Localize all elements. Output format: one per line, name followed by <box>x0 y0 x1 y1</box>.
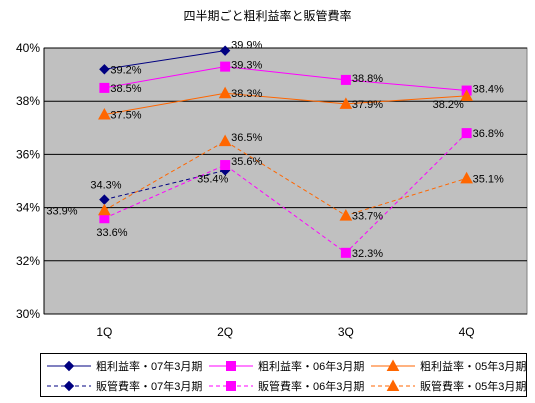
data-point <box>461 128 472 139</box>
data-point <box>218 86 232 99</box>
data-label: 33.6% <box>96 227 127 239</box>
plot-area: 30% 32% 34% 36% 38% 40% 1Q 2Q 3Q 4Q 39.2% 39.9% 38.5… <box>16 40 528 339</box>
line-chart: 30% 32% 34% 36% 38% 40% 1Q 2Q 3Q 4Q 39.2% 39.9% 38.5… <box>16 40 528 339</box>
data-label: 32.3% <box>352 248 383 260</box>
y-tick-label: 36% <box>16 147 40 161</box>
legend-label: 販管費率・06年3月期 <box>258 381 365 393</box>
data-label: 38.4% <box>473 84 504 96</box>
y-tick-label: 38% <box>16 94 40 108</box>
data-label: 38.3% <box>231 88 262 100</box>
y-tick-label: 40% <box>16 41 40 55</box>
y-tick-label: 30% <box>16 307 40 321</box>
data-label: 37.5% <box>110 110 141 122</box>
data-point <box>99 82 110 93</box>
legend-swatch <box>209 361 253 371</box>
data-point <box>99 64 110 75</box>
legend-label: 販管費率・07年3月期 <box>96 381 203 393</box>
data-point <box>98 107 111 120</box>
legend-swatch <box>209 381 253 391</box>
data-label: 35.1% <box>473 173 504 185</box>
plot-background <box>43 47 528 315</box>
legend-swatch <box>371 359 415 371</box>
data-label: 36.5% <box>231 132 262 144</box>
y-tick-label: 34% <box>16 201 40 215</box>
data-point <box>339 97 353 109</box>
series-line-5 <box>104 132 467 254</box>
legend-item: 粗利益率・06年3月期 <box>207 357 364 375</box>
data-label: 33.9% <box>46 205 77 217</box>
data-point <box>460 171 473 184</box>
y-tick-label: 32% <box>16 254 40 268</box>
data-point <box>219 45 231 56</box>
data-label: 34.3% <box>90 180 121 192</box>
data-label: 38.2% <box>433 99 464 111</box>
series-line-2 <box>104 66 467 92</box>
data-label: 39.3% <box>231 60 262 72</box>
data-point <box>218 134 232 147</box>
data-label: 38.8% <box>352 73 383 85</box>
data-label: 39.2% <box>110 64 141 76</box>
legend-label: 粗利益率・07年3月期 <box>96 361 203 373</box>
data-point <box>220 160 231 171</box>
legend-swatch <box>47 380 91 392</box>
data-label: 35.4% <box>197 173 228 185</box>
legend-item: 粗利益率・07年3月期 <box>45 357 202 375</box>
x-tick-label: 1Q <box>96 325 112 339</box>
x-tick-label: 2Q <box>217 325 233 339</box>
data-point <box>460 89 473 101</box>
series-line-1 <box>104 50 226 70</box>
legend-swatch <box>47 360 91 372</box>
data-label: 37.9% <box>352 99 383 111</box>
x-tick-label: 4Q <box>459 325 475 339</box>
legend-swatch <box>371 379 415 391</box>
data-point <box>339 209 353 221</box>
legend-label: 粗利益率・06年3月期 <box>258 361 365 373</box>
chart-legend: 粗利益率・07年3月期 粗利益率・06年3月期 粗利益率・05年3月期販管費率・07… <box>40 353 527 397</box>
data-point <box>340 74 351 85</box>
data-point <box>220 61 231 72</box>
data-label: 39.9% <box>231 40 262 52</box>
data-label: 33.7% <box>352 211 383 223</box>
legend-item: 販管費率・05年3月期 <box>369 377 526 395</box>
x-tick-label: 3Q <box>338 325 354 339</box>
series-line-6 <box>104 140 467 217</box>
data-point <box>98 203 111 216</box>
data-point <box>340 247 351 258</box>
data-label: 35.6% <box>231 156 262 168</box>
data-label: 36.8% <box>473 128 504 140</box>
legend-item: 販管費率・07年3月期 <box>45 377 202 395</box>
series-line-3 <box>104 92 467 115</box>
chart-title: 四半期ごと粗利益率と販管費率 <box>183 9 352 23</box>
data-label: 38.5% <box>110 83 141 95</box>
legend-label: 販管費率・05年3月期 <box>420 381 527 393</box>
legend-item: 粗利益率・05年3月期 <box>369 357 526 375</box>
legend-label: 粗利益率・05年3月期 <box>420 361 527 373</box>
legend-item: 販管費率・06年3月期 <box>207 377 364 395</box>
